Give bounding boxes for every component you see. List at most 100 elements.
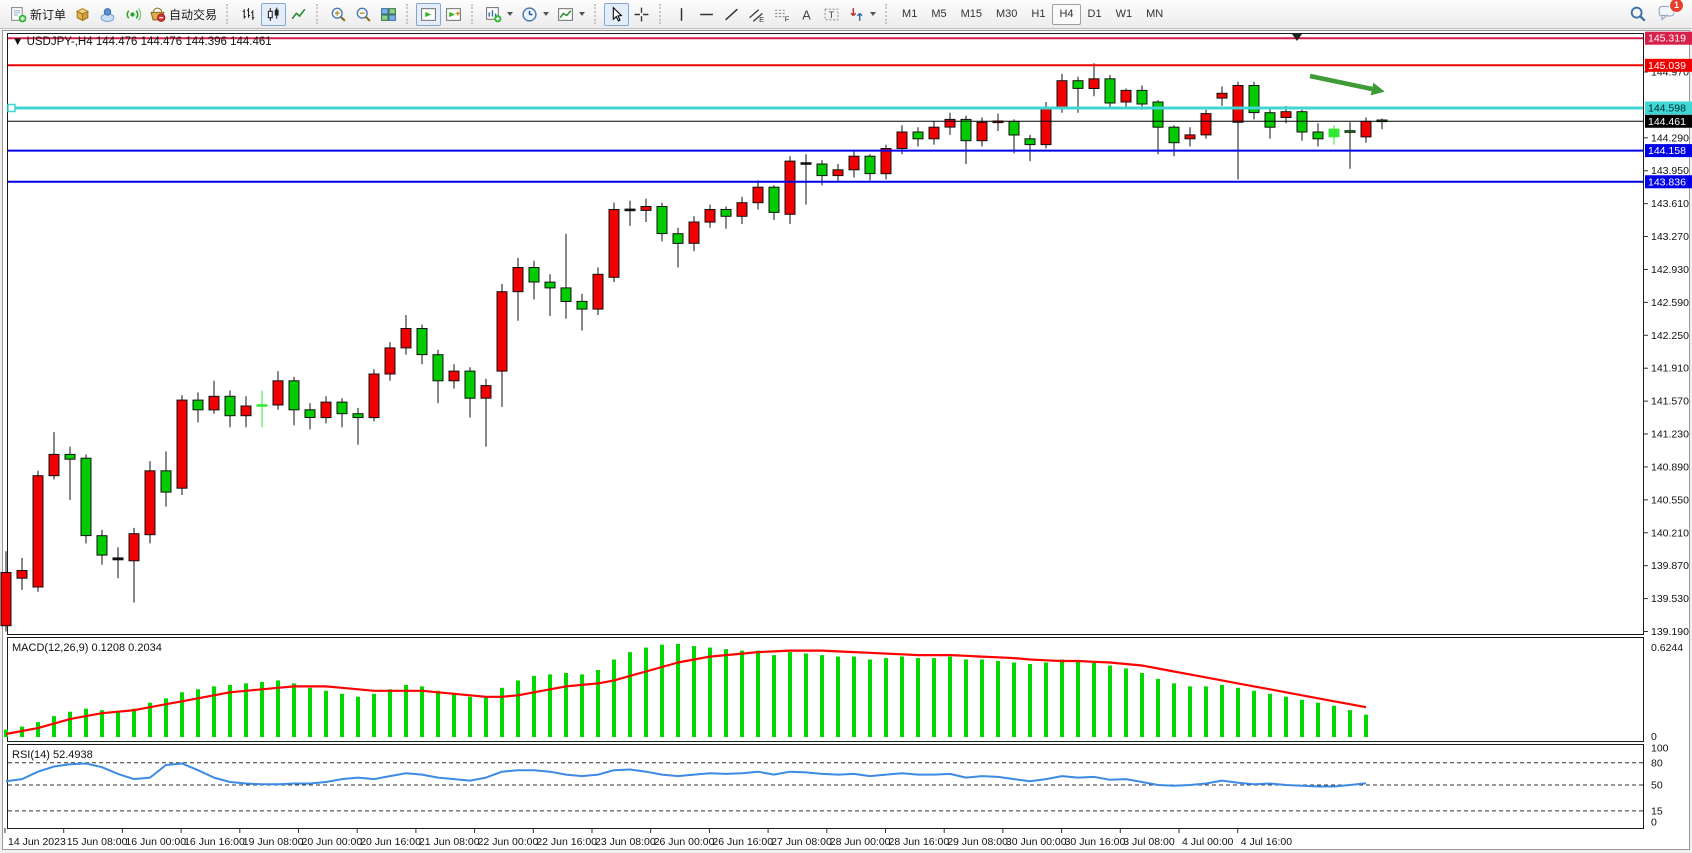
cursor-button[interactable] bbox=[604, 2, 630, 26]
cube-button[interactable] bbox=[70, 3, 95, 26]
macd-bar bbox=[1316, 702, 1320, 737]
macd-bar bbox=[1220, 684, 1224, 737]
line-selection-handle[interactable] bbox=[7, 103, 16, 113]
candle bbox=[1168, 126, 1180, 144]
tab-m1[interactable]: M1 bbox=[895, 4, 924, 25]
macd-bar bbox=[372, 693, 376, 737]
candle bbox=[896, 131, 908, 149]
candle bbox=[416, 328, 428, 356]
tab-m30[interactable]: M30 bbox=[989, 4, 1024, 25]
new-order-icon bbox=[11, 6, 27, 22]
trend-arrow-head[interactable] bbox=[1370, 82, 1385, 96]
horizontal-line-button[interactable] bbox=[694, 3, 719, 26]
tab-h1[interactable]: H1 bbox=[1024, 4, 1052, 25]
trend-arrow[interactable] bbox=[1309, 73, 1373, 92]
chart-window-icon bbox=[421, 7, 436, 21]
candle bbox=[0, 572, 12, 627]
profile-button[interactable] bbox=[95, 3, 120, 26]
tile-windows-button[interactable] bbox=[376, 3, 401, 26]
tab-m15[interactable]: M15 bbox=[954, 4, 989, 25]
candle bbox=[16, 570, 28, 579]
line-chart-icon bbox=[291, 8, 306, 19]
candle bbox=[272, 380, 284, 406]
svg-text:E: E bbox=[759, 14, 764, 22]
macd-bar bbox=[52, 716, 56, 737]
tile-windows-icon bbox=[381, 7, 396, 21]
templates-dropdown[interactable] bbox=[553, 3, 589, 26]
crosshair-button[interactable] bbox=[629, 3, 654, 26]
time-label: 4 Jul 00:00 bbox=[1182, 836, 1234, 848]
new-order-button[interactable]: 新订单 bbox=[6, 3, 70, 26]
macd-bar bbox=[756, 650, 760, 737]
chart-window-button[interactable] bbox=[416, 2, 442, 26]
candle bbox=[1120, 89, 1132, 103]
new-chart-dropdown[interactable] bbox=[481, 3, 517, 26]
search-icon[interactable] bbox=[1629, 5, 1647, 23]
svg-text:A: A bbox=[802, 7, 811, 22]
arrows-dropdown[interactable] bbox=[844, 3, 880, 26]
time-label: 14 Jun 2023 bbox=[8, 836, 66, 848]
tab-m5[interactable]: M5 bbox=[924, 4, 953, 25]
candle bbox=[1104, 78, 1116, 104]
chart-window bbox=[2, 30, 1690, 850]
line-chart-mode-button[interactable] bbox=[286, 3, 311, 26]
zoom-in-button[interactable] bbox=[326, 3, 351, 26]
candle bbox=[912, 131, 924, 140]
autotrading-button[interactable]: 自动交易 bbox=[145, 3, 221, 26]
candle bbox=[480, 385, 492, 399]
cloud-profile-icon bbox=[100, 7, 115, 22]
macd-bar bbox=[420, 686, 424, 737]
chat-button[interactable]: 1 bbox=[1657, 0, 1684, 26]
tab-mn[interactable]: MN bbox=[1139, 4, 1170, 25]
time-label: 29 Jun 08:00 bbox=[947, 836, 1008, 848]
zoom-in-icon bbox=[331, 7, 346, 22]
macd-bar bbox=[116, 711, 120, 737]
trendline-button[interactable] bbox=[719, 3, 744, 26]
price-tick: 142.930 bbox=[1651, 264, 1689, 276]
fibonacci-button[interactable]: F bbox=[769, 3, 794, 26]
toolbar-grip bbox=[316, 4, 321, 24]
text-label-button[interactable]: T bbox=[819, 3, 844, 26]
candle bbox=[656, 206, 668, 235]
candle bbox=[624, 208, 636, 212]
toolbar-grip bbox=[226, 4, 231, 24]
macd-bar bbox=[980, 659, 984, 737]
vertical-line-button[interactable] bbox=[669, 3, 694, 26]
chevron-down-icon bbox=[870, 12, 877, 16]
macd-bar bbox=[836, 656, 840, 737]
macd-bar bbox=[68, 711, 72, 737]
macd-bar bbox=[804, 653, 808, 737]
macd-bar bbox=[1284, 696, 1288, 737]
macd-bar bbox=[324, 690, 328, 737]
macd-bar bbox=[1188, 686, 1192, 737]
candle bbox=[1344, 130, 1356, 133]
channel-button[interactable]: E bbox=[744, 3, 769, 26]
tab-w1[interactable]: W1 bbox=[1109, 4, 1140, 25]
time-label: 30 Jun 00:00 bbox=[1006, 836, 1067, 848]
periods-dropdown[interactable] bbox=[517, 3, 553, 26]
bar-chart-mode-button[interactable] bbox=[236, 3, 261, 26]
chart-window-add-button[interactable] bbox=[441, 3, 466, 26]
zoom-out-icon bbox=[356, 7, 371, 22]
clock-icon bbox=[522, 6, 537, 22]
macd-bar bbox=[1252, 690, 1256, 737]
tab-h4[interactable]: H4 bbox=[1052, 3, 1081, 25]
autotrading-icon bbox=[150, 7, 166, 22]
candle bbox=[512, 267, 524, 293]
text-a-icon: A bbox=[802, 7, 811, 22]
candle bbox=[448, 370, 460, 382]
candle bbox=[1136, 89, 1148, 105]
candle bbox=[880, 148, 892, 175]
candlestick-mode-button[interactable] bbox=[261, 2, 287, 26]
fibonacci-icon: F bbox=[775, 9, 790, 23]
zoom-out-button[interactable] bbox=[351, 3, 376, 26]
tab-d1[interactable]: D1 bbox=[1081, 4, 1109, 25]
text-button[interactable]: A bbox=[794, 3, 819, 26]
candle bbox=[944, 118, 956, 128]
candle bbox=[1280, 111, 1292, 118]
chart-shift-marker[interactable] bbox=[1292, 34, 1302, 41]
crosshair-icon bbox=[634, 7, 649, 21]
signals-button[interactable] bbox=[120, 3, 145, 26]
price-badge: 143.836 bbox=[1648, 176, 1686, 188]
